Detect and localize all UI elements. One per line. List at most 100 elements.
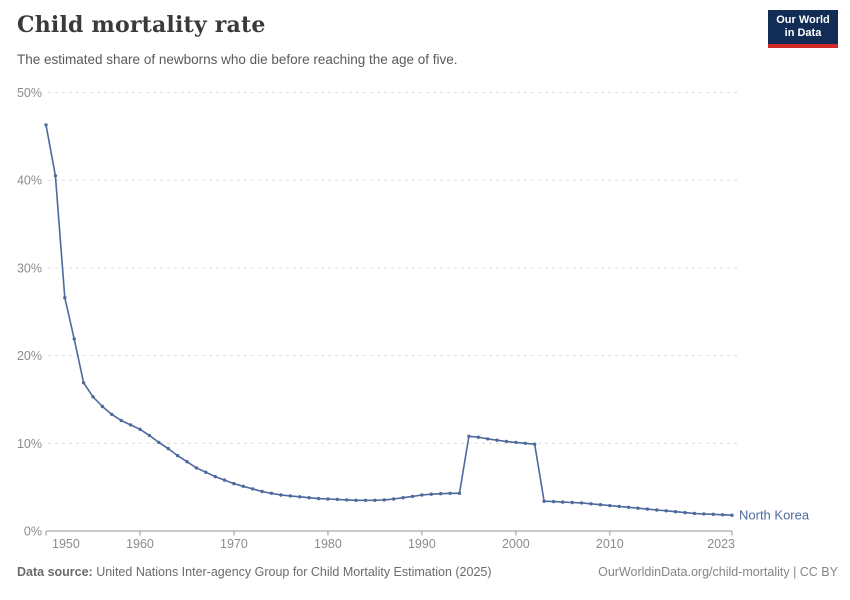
data-point[interactable] bbox=[307, 496, 311, 500]
data-point[interactable] bbox=[476, 435, 480, 439]
data-point[interactable] bbox=[222, 478, 227, 482]
data-point[interactable] bbox=[655, 508, 659, 512]
y-tick-label: 10% bbox=[17, 437, 42, 451]
data-point[interactable] bbox=[514, 440, 518, 445]
data-point[interactable] bbox=[251, 487, 255, 491]
data-point[interactable] bbox=[673, 510, 678, 514]
chart-subtitle: The estimated share of newborns who die … bbox=[17, 52, 458, 67]
data-point[interactable] bbox=[467, 434, 471, 438]
data-point[interactable] bbox=[110, 412, 114, 417]
data-point[interactable] bbox=[570, 500, 574, 505]
data-point[interactable] bbox=[119, 418, 123, 423]
data-source-label: Data source: bbox=[17, 565, 93, 579]
data-point[interactable] bbox=[608, 503, 612, 508]
data-point[interactable] bbox=[617, 504, 621, 509]
series-north-korea[interactable]: North Korea bbox=[44, 123, 810, 523]
data-point[interactable] bbox=[692, 511, 697, 516]
data-point[interactable] bbox=[298, 495, 302, 499]
data-point[interactable] bbox=[401, 496, 405, 500]
data-point[interactable] bbox=[194, 466, 199, 470]
data-point[interactable] bbox=[354, 498, 358, 502]
data-point[interactable] bbox=[53, 174, 58, 178]
data-point[interactable] bbox=[373, 498, 377, 502]
data-point[interactable] bbox=[523, 441, 527, 445]
data-point[interactable] bbox=[335, 497, 339, 502]
x-tick-label: 1980 bbox=[314, 537, 342, 551]
data-point[interactable] bbox=[138, 427, 142, 431]
data-point[interactable] bbox=[486, 437, 490, 441]
data-point[interactable] bbox=[579, 501, 584, 505]
data-point[interactable] bbox=[551, 499, 556, 504]
data-point[interactable] bbox=[91, 395, 95, 399]
data-point[interactable] bbox=[128, 423, 133, 427]
series-entity-label[interactable]: North Korea bbox=[739, 508, 810, 523]
chart-canvas: 0% 10% 20% 30% 40% 50% 1950 1960 1970 1980 1990 200… bbox=[17, 86, 810, 551]
x-tick-label: 1950 bbox=[52, 537, 80, 551]
data-point[interactable] bbox=[175, 453, 180, 458]
y-tick-label: 20% bbox=[17, 349, 42, 363]
data-point[interactable] bbox=[645, 507, 650, 511]
data-point[interactable] bbox=[504, 439, 509, 444]
data-point[interactable] bbox=[410, 494, 415, 499]
line-chart: 0% 10% 20% 30% 40% 50% 1950 1960 1970 1980 1990 200… bbox=[0, 85, 850, 555]
data-point[interactable] bbox=[288, 494, 292, 498]
data-source-text: United Nations Inter-agency Group for Ch… bbox=[92, 565, 492, 579]
y-axis-labels: 0% 10% 20% 30% 40% 50% bbox=[17, 86, 42, 539]
data-point[interactable] bbox=[533, 442, 537, 446]
owid-logo-line1: Our World bbox=[776, 14, 830, 26]
data-point[interactable] bbox=[100, 404, 105, 409]
data-point[interactable] bbox=[439, 492, 443, 496]
data-point[interactable] bbox=[664, 509, 668, 513]
y-tick-label: 40% bbox=[17, 174, 42, 188]
data-point[interactable] bbox=[495, 438, 499, 442]
data-point[interactable] bbox=[326, 497, 330, 501]
data-point[interactable] bbox=[269, 491, 274, 495]
data-point[interactable] bbox=[72, 337, 76, 341]
data-point[interactable] bbox=[213, 474, 217, 479]
data-point[interactable] bbox=[44, 123, 48, 127]
data-point[interactable] bbox=[589, 502, 593, 506]
data-point[interactable] bbox=[730, 513, 734, 517]
data-point[interactable] bbox=[636, 506, 640, 510]
data-point[interactable] bbox=[345, 498, 349, 502]
data-point[interactable] bbox=[166, 446, 170, 451]
y-tick-label: 0% bbox=[24, 525, 42, 539]
data-point[interactable] bbox=[260, 489, 264, 494]
data-point[interactable] bbox=[542, 499, 546, 503]
x-tick-label: 1970 bbox=[220, 537, 248, 551]
data-point[interactable] bbox=[561, 500, 565, 504]
data-point[interactable] bbox=[382, 498, 386, 502]
data-point[interactable] bbox=[81, 381, 86, 385]
data-point[interactable] bbox=[204, 470, 208, 474]
x-tick-label: 2010 bbox=[596, 537, 624, 551]
data-point[interactable] bbox=[457, 491, 462, 495]
data-point[interactable] bbox=[626, 505, 631, 509]
owid-logo[interactable]: Our World in Data bbox=[768, 10, 838, 48]
data-point[interactable] bbox=[720, 513, 725, 517]
data-point[interactable] bbox=[157, 440, 161, 445]
data-point[interactable] bbox=[448, 491, 452, 495]
data-point[interactable] bbox=[598, 503, 603, 507]
data-point[interactable] bbox=[420, 493, 424, 497]
x-tick-label: 1960 bbox=[126, 537, 154, 551]
data-point[interactable] bbox=[429, 492, 433, 496]
y-tick-label: 50% bbox=[17, 86, 42, 100]
data-point[interactable] bbox=[683, 510, 687, 515]
data-point[interactable] bbox=[279, 493, 283, 497]
data-point[interactable] bbox=[363, 498, 368, 502]
chart-footer: Data source: United Nations Inter-agency… bbox=[17, 565, 838, 579]
data-point[interactable] bbox=[711, 512, 715, 516]
data-point[interactable] bbox=[147, 433, 152, 438]
data-point[interactable] bbox=[63, 296, 67, 300]
data-point[interactable] bbox=[702, 512, 706, 516]
data-point[interactable] bbox=[392, 497, 396, 501]
data-point[interactable] bbox=[316, 496, 321, 501]
data-line[interactable] bbox=[45, 124, 733, 516]
data-point[interactable] bbox=[232, 481, 236, 486]
x-tick-label: 1990 bbox=[408, 537, 436, 551]
x-tick-label: 2023 bbox=[707, 537, 735, 551]
data-point[interactable] bbox=[185, 460, 189, 464]
data-point[interactable] bbox=[241, 484, 245, 488]
footer-link[interactable]: OurWorldinData.org/child-mortality | CC … bbox=[598, 565, 838, 579]
